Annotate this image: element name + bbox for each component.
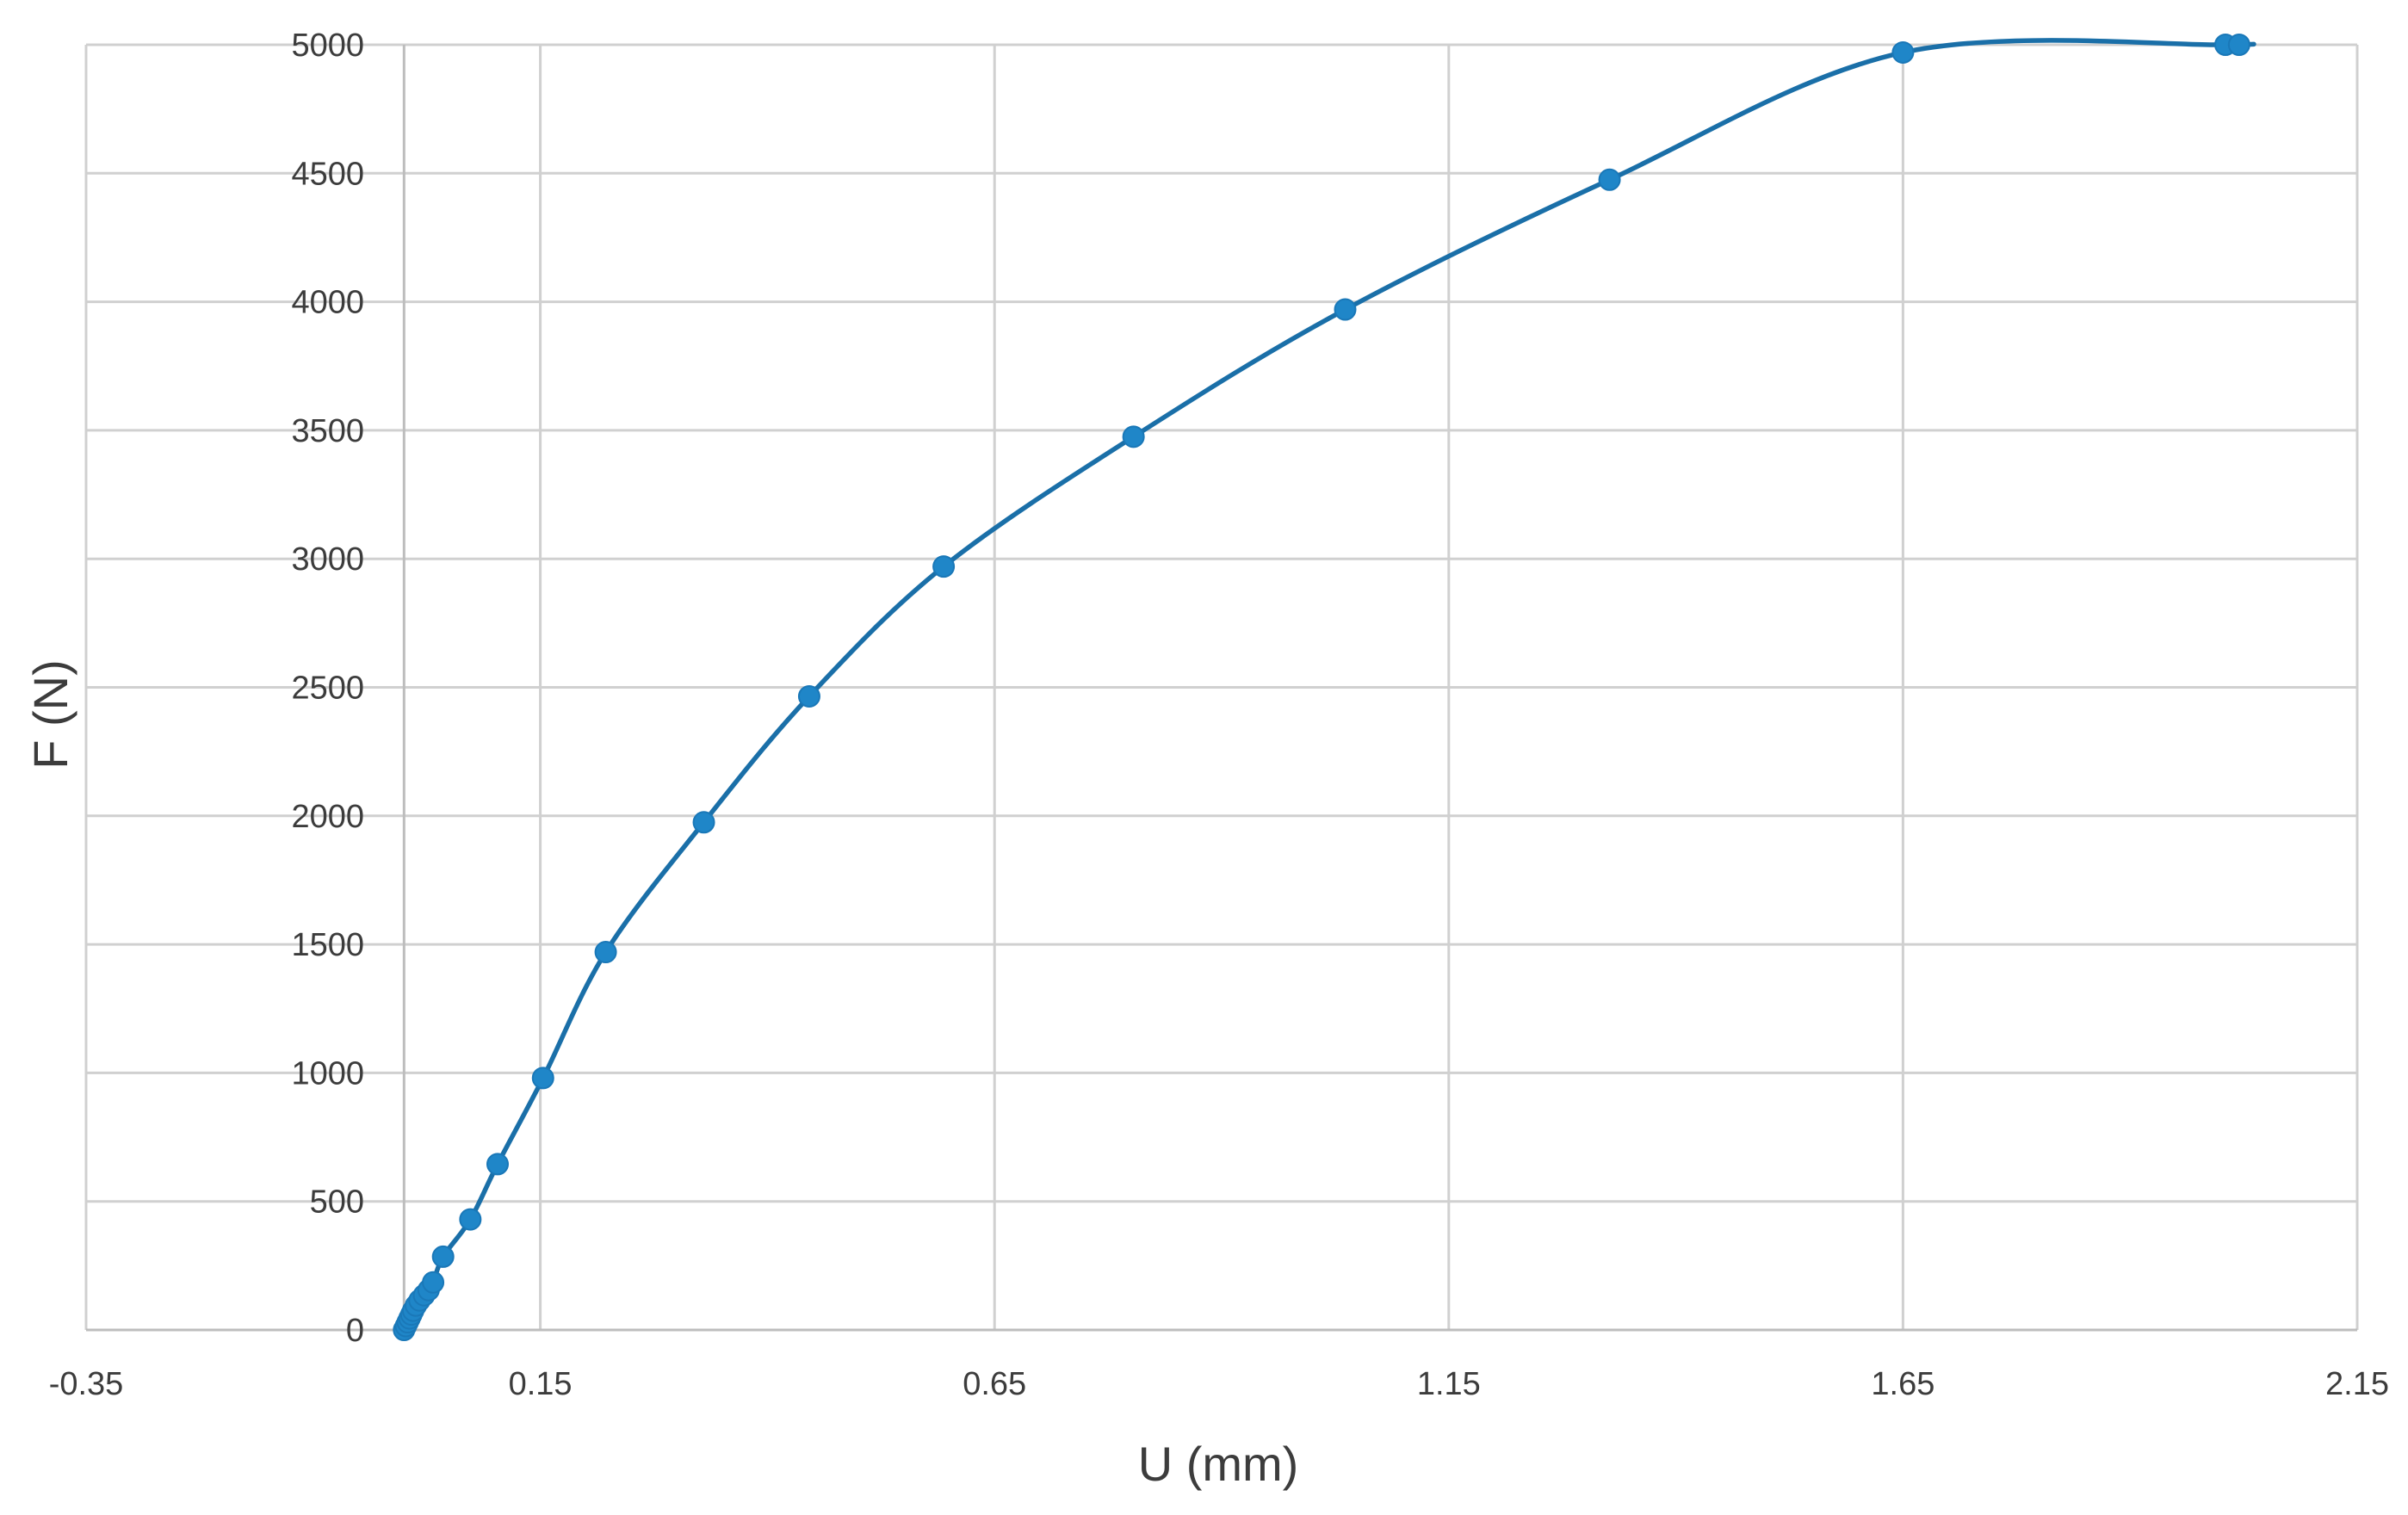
y-tick-label: 500: [310, 1184, 364, 1221]
x-tick-label: 2.15: [2325, 1366, 2389, 1402]
y-tick-label: 1500: [291, 927, 364, 963]
y-axis-tick-labels: 0 500 1000 1500 2000 2500 3000 3500 4000 4500 5000: [291, 28, 364, 1349]
data-point: [2227, 34, 2250, 56]
data-point: [459, 1208, 482, 1231]
y-tick-label: 1000: [291, 1055, 364, 1091]
data-point: [692, 811, 715, 834]
data-point: [797, 684, 820, 708]
x-tick-label: 0.65: [963, 1366, 1026, 1402]
data-point: [531, 1067, 554, 1090]
y-tick-label: 2000: [291, 799, 364, 835]
x-tick-label: 0.15: [509, 1366, 573, 1402]
data-point: [1891, 40, 1915, 64]
series-line-group: [401, 38, 2256, 1333]
series-line: [401, 38, 2256, 1333]
data-point: [431, 1245, 455, 1268]
y-tick-label: 4500: [291, 156, 364, 192]
x-tick-label: 1.65: [1871, 1366, 1934, 1402]
x-tick-label: 1.15: [1417, 1366, 1481, 1402]
data-point: [422, 1271, 445, 1294]
y-tick-label: 3500: [291, 413, 364, 449]
y-axis-title: F (N): [23, 659, 77, 770]
x-tick-label: -0.35: [49, 1366, 124, 1402]
data-point: [932, 555, 956, 578]
y-tick-label: 2500: [291, 671, 364, 707]
series-points-group: [393, 34, 2250, 1341]
data-point: [1334, 298, 1357, 321]
grid-lines: [84, 43, 2359, 1332]
data-point: [1122, 425, 1145, 448]
data-point: [486, 1153, 510, 1176]
y-tick-label: 0: [346, 1313, 364, 1349]
plot-area: [86, 45, 2357, 1332]
x-axis-title: U (mm): [1138, 1437, 1299, 1491]
y-tick-label: 5000: [291, 28, 364, 64]
y-tick-label: 3000: [291, 541, 364, 578]
x-axis-tick-labels: -0.35 0.15 0.65 1.15 1.65 2.15: [49, 1366, 2389, 1402]
y-tick-label: 4000: [291, 285, 364, 321]
data-point: [594, 941, 617, 964]
data-point: [1598, 168, 1621, 191]
